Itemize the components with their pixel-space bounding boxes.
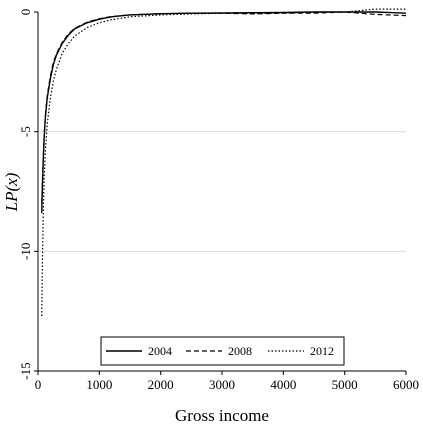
series-line-2004	[41, 11, 407, 214]
series-line-2008	[41, 11, 407, 204]
y-tick-label: -5	[18, 126, 33, 137]
y-tick-label: -10	[18, 243, 33, 260]
series-line-2012	[41, 8, 406, 317]
legend-label-2004: 2004	[148, 344, 172, 358]
series-lines	[41, 8, 407, 317]
x-tick-label: 6000	[393, 377, 419, 392]
x-tick-label: 4000	[270, 377, 296, 392]
y-tick-label: -15	[18, 362, 33, 379]
x-tick-label: 3000	[209, 377, 235, 392]
x-tick-label: 2000	[148, 377, 174, 392]
y-tick-label: 0	[18, 9, 33, 16]
x-tick-label: 5000	[332, 377, 358, 392]
y-axis-title: LP(x)	[2, 172, 21, 212]
x-tick-labels: 0 1000 2000 3000 4000 5000 6000	[35, 377, 419, 392]
y-tick-labels: 0 -5 -10 -15	[18, 9, 33, 380]
axes	[34, 11, 407, 375]
x-axis-title: Gross income	[175, 406, 269, 425]
legend-label-2012: 2012	[310, 344, 334, 358]
x-tick-label: 0	[35, 377, 42, 392]
x-tick-label: 1000	[86, 377, 112, 392]
legend-label-2008: 2008	[228, 344, 252, 358]
legend: 2004 2008 2012	[100, 336, 345, 366]
gridlines	[38, 131, 406, 252]
